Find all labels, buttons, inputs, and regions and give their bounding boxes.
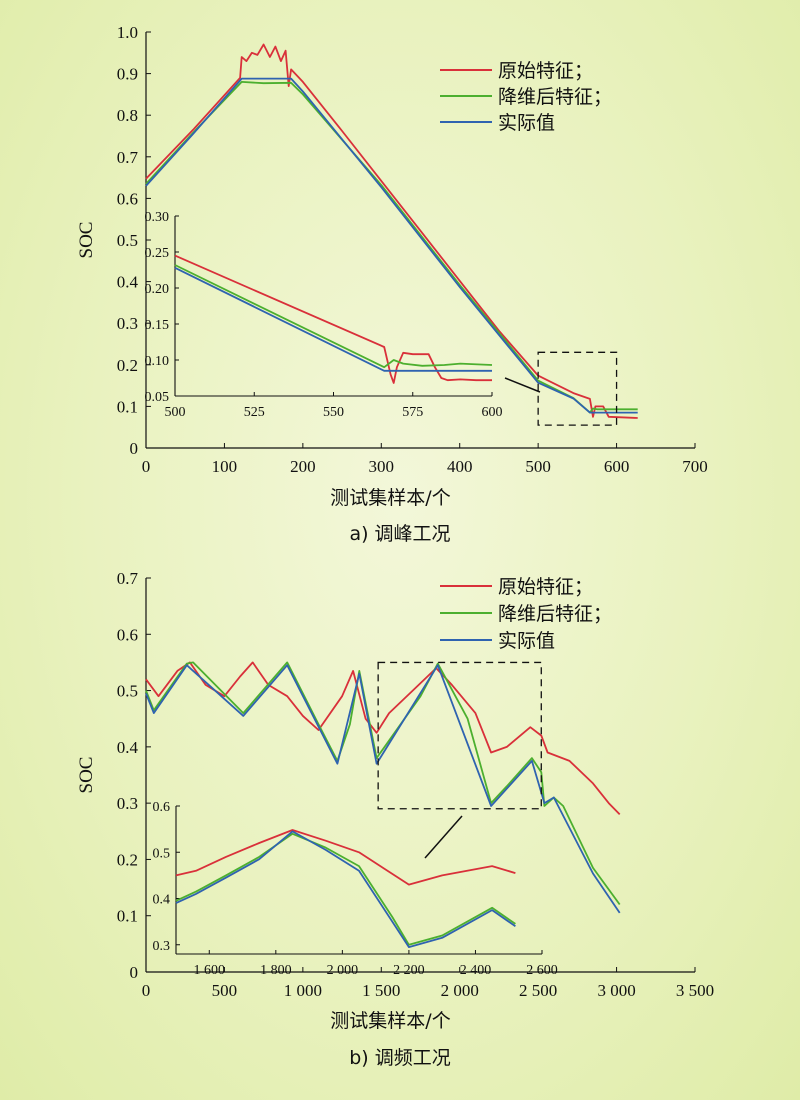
inset-y-tick-label: 0.05	[145, 390, 170, 405]
series-line-0	[145, 43, 638, 419]
x-tick-label: 600	[604, 457, 630, 476]
zoom-leader-line	[504, 377, 541, 393]
legend-label-2: 实际值	[498, 112, 555, 134]
y-tick-label: 0.7	[117, 569, 139, 588]
y-axis-label: SOC	[76, 222, 97, 259]
y-tick-label: 0.5	[117, 682, 138, 701]
y-tick-label: 0.6	[117, 189, 138, 208]
chart-frequency-regulation: 00.10.20.30.40.50.60.70 500 1 000 1 500 2 00…	[76, 569, 714, 1069]
inset-y-tick-label: 0.6	[153, 800, 171, 815]
inset-y-tick-label: 0.25	[145, 246, 170, 261]
y-tick-label: 0.7	[117, 148, 139, 167]
y-tick-label: 0.1	[117, 397, 138, 416]
series-line-2	[145, 77, 638, 414]
inset-x-tick-label: 550	[323, 405, 344, 420]
inset-y-tick-label: 0.3	[153, 939, 171, 954]
inset-series-line-1	[174, 264, 493, 369]
x-axis-label: 测试集样本/个	[330, 487, 450, 509]
x-tick-label: 3 000	[597, 981, 635, 1000]
x-tick-label: 1 500	[362, 981, 400, 1000]
figure-caption: b) 调频工况	[349, 1047, 451, 1069]
zoom-box	[537, 351, 618, 426]
y-tick-label: 0.5	[117, 231, 138, 250]
y-tick-label: 0.2	[117, 356, 138, 375]
inset-y-tick-label: 0.30	[145, 210, 170, 225]
x-tick-label: 200	[290, 457, 316, 476]
x-axis-label: 测试集样本/个	[330, 1010, 450, 1032]
inset-y-tick-label: 0.20	[145, 282, 170, 297]
x-tick-label: 500	[525, 457, 551, 476]
legend-label-0: 原始特征；	[498, 60, 593, 82]
y-tick-label: 0.1	[117, 907, 138, 926]
y-tick-label: 0.4	[117, 738, 139, 757]
legend-label-1: 降维后特征；	[498, 86, 612, 108]
x-tick-label: 100	[212, 457, 238, 476]
inset-x-tick-label: 2 600	[526, 963, 558, 978]
inset-x-tick-label: 2 400	[460, 963, 492, 978]
zoom-box	[377, 661, 542, 810]
y-axis-label: SOC	[76, 757, 97, 794]
inset-x-tick-label: 1 600	[194, 963, 226, 978]
inset-series-line-2	[174, 266, 492, 372]
x-tick-label: 1 000	[284, 981, 322, 1000]
legend-label-1: 降维后特征；	[498, 603, 612, 625]
inset-y-tick-label: 0.15	[145, 318, 170, 333]
inset-series-line-1	[175, 832, 516, 946]
inset-y-tick-label: 0.10	[145, 354, 170, 369]
x-tick-label: 400	[447, 457, 473, 476]
inset-x-tick-label: 600	[482, 405, 503, 420]
y-tick-label: 0	[130, 439, 139, 458]
inset-x-tick-label: 2 000	[327, 963, 359, 978]
inset-series-line-0	[174, 254, 492, 384]
x-tick-label: 500	[212, 981, 238, 1000]
y-tick-label: 0.4	[117, 273, 139, 292]
inset-x-tick-label: 2 200	[393, 963, 425, 978]
chart-peak-regulation: 0 0.1 0.2 0.3 0.4 0.5 0.6 0.7 0.8 0.9 1.0 0 100 200 30…	[76, 23, 708, 545]
y-tick-label: 0.8	[117, 106, 138, 125]
y-tick-label: 1.0	[117, 23, 138, 42]
x-tick-label: 0	[142, 457, 151, 476]
series-line-0	[145, 661, 621, 816]
series-line-1	[145, 81, 638, 414]
x-tick-label: 300	[369, 457, 395, 476]
inset-series-line-0	[175, 829, 516, 886]
legend-label-0: 原始特征；	[498, 576, 593, 598]
y-tick-label: 0.3	[117, 794, 138, 813]
y-tick-label: 0.3	[117, 314, 138, 333]
inset-x-tick-label: 575	[402, 405, 423, 420]
inset-x-tick-label: 500	[165, 405, 186, 420]
x-tick-label: 2 500	[519, 981, 557, 1000]
zoom-leader-line	[424, 815, 463, 859]
inset-x-tick-label: 1 800	[260, 963, 292, 978]
y-tick-label: 0.6	[117, 625, 138, 644]
y-tick-label: 0.9	[117, 65, 138, 84]
x-tick-label: 700	[682, 457, 708, 476]
y-tick-label: 0	[130, 963, 139, 982]
inset-y-tick-label: 0.4	[153, 893, 171, 908]
x-tick-label: 2 000	[441, 981, 479, 1000]
y-tick-label: 0.2	[117, 850, 138, 869]
inset-series-line-2	[175, 830, 516, 948]
legend-label-2: 实际值	[498, 630, 555, 652]
inset-y-tick-label: 0.5	[153, 846, 171, 861]
series-line-1	[145, 661, 621, 906]
figure-caption: a) 调峰工况	[349, 523, 450, 545]
series-line-2	[145, 664, 621, 914]
x-tick-label: 3 500	[676, 981, 714, 1000]
x-tick-label: 0	[142, 981, 151, 1000]
inset-x-tick-label: 525	[244, 405, 265, 420]
